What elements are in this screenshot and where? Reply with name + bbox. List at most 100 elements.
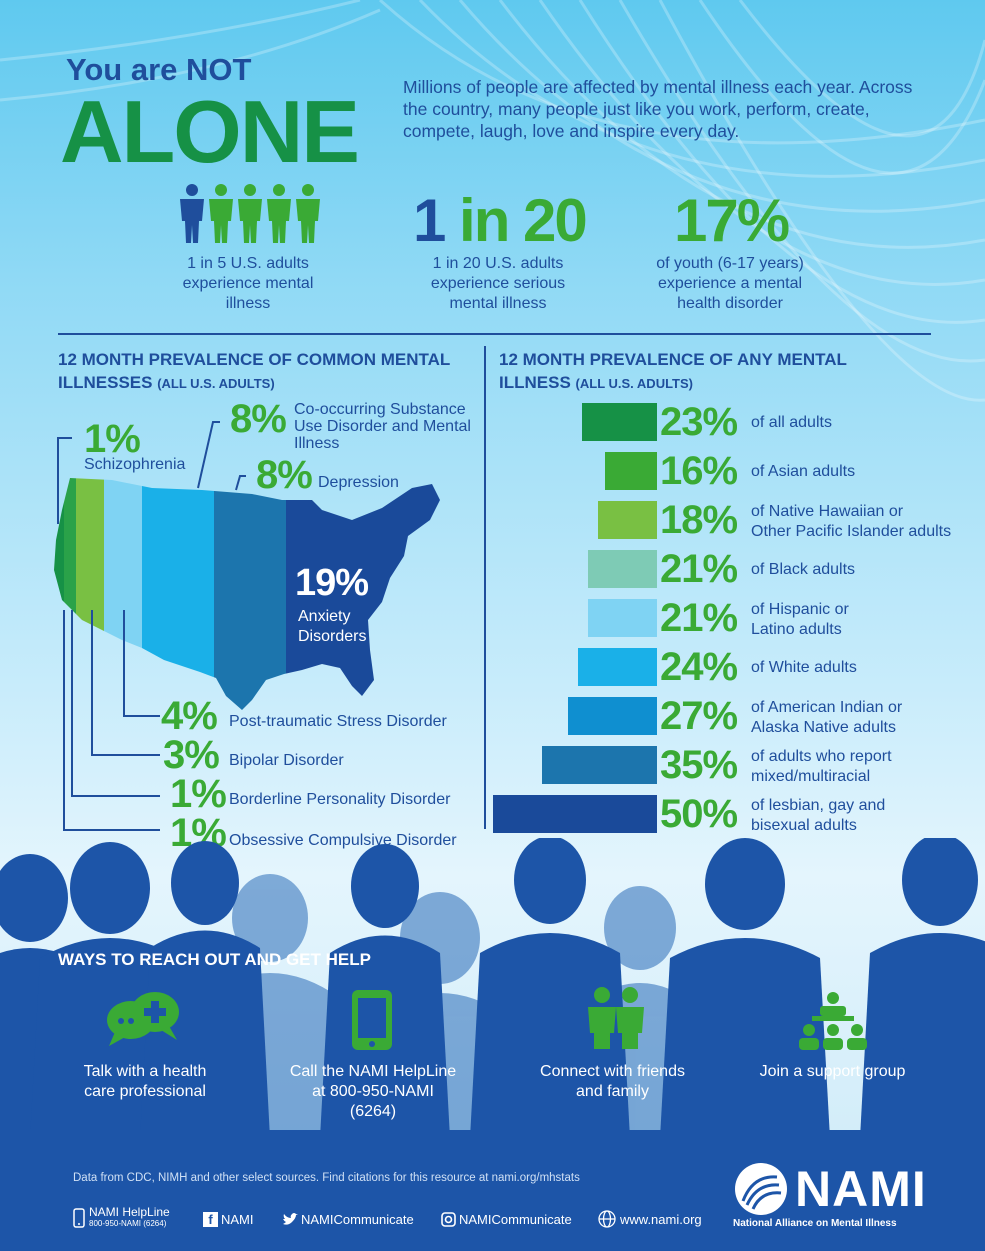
- bar-category-line: of lesbian, gay and: [751, 797, 886, 814]
- bar-category-label: of adults who report mixed/multiracial: [751, 747, 892, 787]
- bar-category-line: of American Indian or: [751, 699, 903, 716]
- nami-logo: NAMI: [733, 1160, 927, 1218]
- helpline-label: NAMI HelpLine: [89, 1205, 170, 1219]
- schizophrenia-pct: 1%: [84, 417, 141, 461]
- bar-category-line: Other Pacific Islander adults: [751, 523, 952, 540]
- divider: [58, 333, 931, 335]
- person-head: [302, 184, 314, 196]
- chat-plus-icon: [107, 992, 179, 1046]
- bar-1: [605, 452, 657, 490]
- bar-category-line: of Asian adults: [751, 463, 856, 480]
- help-item-2: Call the NAMI HelpLine at 800-950-NAMI (…: [289, 1063, 457, 1120]
- anxiety-label: Anxiety Disorders: [298, 608, 367, 645]
- bar-category-label: of Black adults: [751, 560, 855, 580]
- facebook-icon: f: [203, 1212, 218, 1227]
- bar-category-line: Alaska Native adults: [751, 719, 896, 736]
- crowd-silhouette: [0, 838, 985, 1138]
- help-item-3: Connect with friends and family: [540, 1063, 685, 1100]
- bar-category-line: of all adults: [751, 414, 832, 431]
- phone-small-icon: [73, 1208, 85, 1228]
- bar-value-label: 24%: [660, 645, 738, 689]
- bar-category-label: of Asian adults: [751, 462, 855, 482]
- person-head: [186, 184, 198, 196]
- bar-category-label: of White adults: [751, 658, 857, 678]
- footer-source: Data from CDC, NIMH and other select sou…: [73, 1172, 580, 1184]
- section-divider: [484, 346, 486, 829]
- bar-value-label: 16%: [660, 449, 738, 493]
- instagram-icon: [441, 1212, 456, 1227]
- logo-tagline: National Alliance on Mental Illness: [733, 1218, 897, 1229]
- bar-category-label: of Hispanic or Latino adults: [751, 600, 849, 640]
- stat-3-label: of youth (6-17 years) experience a menta…: [656, 255, 804, 312]
- bar-category-line: of White adults: [751, 659, 857, 676]
- bar-category-label: of lesbian, gay and bisexual adults: [751, 796, 885, 836]
- footer-facebook[interactable]: f NAMI: [203, 1212, 254, 1227]
- helpline-number: 800-950-NAMI (6264): [89, 1219, 167, 1228]
- bar-category-line: of Black adults: [751, 561, 856, 578]
- bar-4: [588, 599, 657, 637]
- ocd-label: Obsessive Compulsive Disorder: [229, 832, 457, 849]
- right-section-title: 12 MONTH PREVALENCE OF ANY MENTAL ILLNESS…: [499, 350, 847, 392]
- bar-category-label: of all adults: [751, 413, 832, 433]
- people-connect-icon: [588, 987, 644, 1049]
- bar-value-label: 21%: [660, 596, 738, 640]
- phone-icon: [352, 990, 392, 1050]
- bar-value-label: 50%: [660, 792, 738, 836]
- ptsd-pct: 4%: [161, 694, 218, 738]
- cooccurring-pct: 8%: [230, 397, 287, 441]
- bar-8: [493, 795, 657, 833]
- stat-2-big: 1 in 20: [413, 187, 588, 254]
- bar-category-line: bisexual adults: [751, 817, 857, 834]
- globe-icon: [598, 1210, 616, 1228]
- stat-3-big: 17%: [674, 187, 790, 254]
- person-body: [180, 199, 204, 243]
- anxiety-pct: 19%: [295, 562, 369, 604]
- bar-category-line: Latino adults: [751, 621, 842, 638]
- schizophrenia-label: Schizophrenia: [84, 456, 186, 473]
- person-body: [296, 199, 320, 243]
- person-body: [238, 199, 262, 243]
- footer-web[interactable]: www.nami.org: [598, 1210, 702, 1228]
- people-icon: [180, 184, 320, 243]
- help-item-1: Talk with a health care professional: [83, 1063, 207, 1100]
- group-icon: [799, 992, 867, 1050]
- person-body: [209, 199, 233, 243]
- schizophrenia-group: 1% Schizophrenia: [84, 417, 186, 474]
- footer-instagram[interactable]: NAMICommunicate: [441, 1212, 572, 1227]
- left-section-title: 12 MONTH PREVALENCE OF COMMON MENTAL ILL…: [58, 350, 450, 392]
- ptsd-label: Post-traumatic Stress Disorder: [229, 713, 447, 730]
- help-item-4: Join a support group: [759, 1063, 906, 1080]
- footer-twitter[interactable]: NAMICommunicate: [282, 1212, 414, 1227]
- bar-2: [598, 501, 657, 539]
- depression-pct: 8%: [256, 453, 313, 497]
- bar-0: [582, 403, 657, 441]
- help-title: WAYS TO REACH OUT AND GET HELP: [58, 950, 371, 969]
- bipolar-pct: 3%: [163, 733, 220, 777]
- twitter-icon: [283, 1212, 298, 1225]
- bar-5: [578, 648, 657, 686]
- stat-2-label: 1 in 20 U.S. adults experience serious m…: [430, 255, 566, 312]
- stat-1-label: 1 in 5 U.S. adults experience mental ill…: [182, 255, 314, 312]
- borderline-pct: 1%: [170, 772, 227, 816]
- footer-helpline[interactable]: NAMI HelpLine 800-950-NAMI (6264): [73, 1205, 170, 1229]
- bar-value-label: 27%: [660, 694, 738, 738]
- nami-swirl-icon: [735, 1163, 787, 1215]
- bar-category-line: of Hispanic or: [751, 601, 849, 618]
- logo-text: NAMI: [795, 1161, 927, 1217]
- person-head: [215, 184, 227, 196]
- bar-category-line: of adults who report: [751, 748, 892, 765]
- person-body: [267, 199, 291, 243]
- title-big: ALONE: [60, 82, 360, 181]
- intro-text: Millions of people are affected by menta…: [403, 77, 913, 141]
- bar-category-label: of American Indian or Alaska Native adult…: [751, 698, 902, 738]
- title-top: You are NOT: [66, 52, 252, 87]
- bar-category-label: of Native Hawaiian or Other Pacific Islan…: [751, 502, 951, 542]
- bar-value-label: 35%: [660, 743, 738, 787]
- bar-6: [568, 697, 657, 735]
- bar-value-label: 23%: [660, 400, 738, 444]
- footer: [0, 1130, 985, 1251]
- person-head: [273, 184, 285, 196]
- person-head: [244, 184, 256, 196]
- leader-lines: [57, 421, 246, 831]
- bar-category-line: of Native Hawaiian or: [751, 503, 904, 520]
